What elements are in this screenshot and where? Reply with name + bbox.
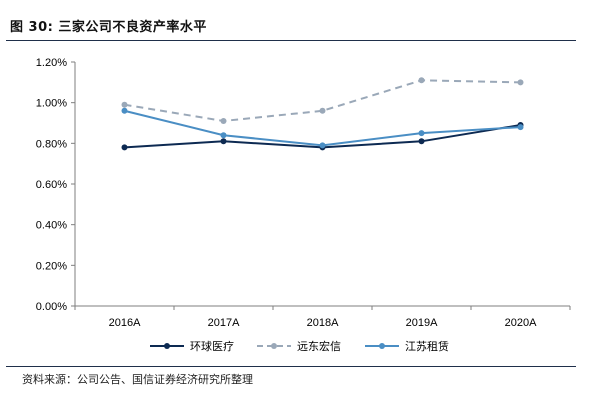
series-3-point: [517, 124, 524, 131]
y-tick-label: 0.00%: [36, 301, 67, 313]
series-2-point: [517, 79, 524, 86]
series-1-point: [418, 138, 425, 145]
source-note: 资料来源：公司公告、国信证券经济研究所整理: [22, 373, 253, 386]
source-divider: [6, 366, 576, 367]
series-line-2: [124, 79, 521, 122]
legend-label-2: 远东宏信: [297, 339, 341, 353]
y-tick-label: 1.00%: [36, 98, 67, 110]
y-tick-label: 0.80%: [36, 138, 67, 150]
y-tick-label: 0.20%: [36, 260, 67, 272]
series-3-point: [121, 107, 128, 114]
legend-marker-1: [164, 343, 170, 349]
legend-label-3: 江苏租赁: [405, 339, 449, 353]
series-3-point: [319, 142, 326, 149]
series-3-point: [418, 130, 425, 137]
x-tick-label: 2016A: [109, 317, 141, 329]
series-2-point: [319, 107, 326, 114]
series-line-3: [124, 109, 521, 147]
legend-marker-2: [271, 343, 277, 349]
series-2-point: [418, 77, 425, 84]
title-bar: 图 30: 三家公司不良资产率水平: [6, 14, 576, 41]
x-tick-label: 2019A: [406, 317, 438, 329]
y-tick-label: 1.20%: [36, 57, 67, 69]
y-tick-label: 0.60%: [36, 179, 67, 191]
legend-marker-3: [379, 343, 385, 349]
x-tick-label: 2018A: [307, 317, 339, 329]
x-tick-label: 2017A: [208, 317, 240, 329]
series-1-point: [121, 144, 128, 151]
series-3-point: [220, 132, 227, 139]
series-1-point: [220, 138, 227, 145]
series-2-point: [220, 117, 227, 124]
legend-label-1: 环球医疗: [190, 339, 234, 353]
series-2-point: [121, 101, 128, 108]
y-tick-label: 0.40%: [36, 220, 67, 232]
x-tick-label: 2020A: [505, 317, 537, 329]
chart-title: 图 30: 三家公司不良资产率水平: [10, 20, 207, 35]
